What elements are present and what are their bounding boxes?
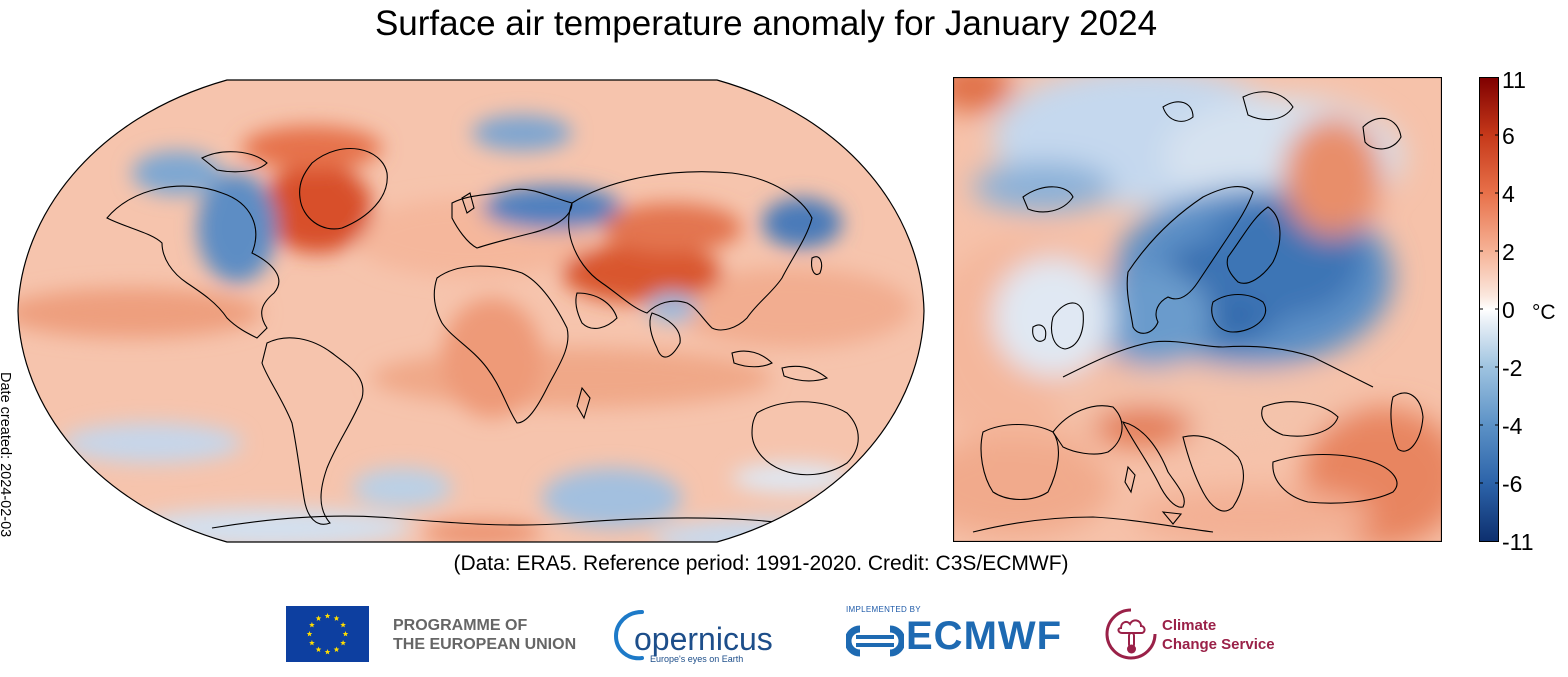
c3s-line-1: Climate xyxy=(1162,617,1217,634)
eu-star-icon xyxy=(309,640,315,646)
colorbar-unit: °C xyxy=(1532,301,1556,324)
copernicus-logo: opernicus xyxy=(613,610,772,661)
c3s-thermometer-logo xyxy=(1105,608,1157,660)
copernicus-wordmark: opernicus xyxy=(634,621,772,657)
colorbar-tick: 0 xyxy=(1502,297,1515,323)
eu-star-icon xyxy=(309,622,315,628)
ecmwf-symbol-logo xyxy=(846,625,904,657)
colorbar-tick: -11 xyxy=(1502,529,1534,555)
colorbar-tick: -2 xyxy=(1502,355,1523,381)
eu-star-icon xyxy=(333,615,340,621)
europe-map xyxy=(953,77,1442,542)
date-created: Date created: 2024-02-03 xyxy=(0,372,13,538)
eu-programme-label: PROGRAMME OF THE EUROPEAN UNION xyxy=(393,616,576,654)
implemented-by-label: IMPLEMENTED BY xyxy=(846,605,921,614)
copernicus-tagline: Europe's eyes on Earth xyxy=(650,654,744,664)
colorbar-tick: 6 xyxy=(1502,123,1515,149)
eu-star-icon xyxy=(324,613,331,619)
eu-star-icon xyxy=(315,646,322,653)
eu-star-icon xyxy=(340,622,346,628)
chart-title: Surface air temperature anomaly for Janu… xyxy=(374,4,1158,43)
c3s-line-2: Change Service xyxy=(1162,636,1275,653)
global-map xyxy=(17,79,925,543)
eu-star-icon xyxy=(306,631,313,637)
colorbar-tick: -6 xyxy=(1502,471,1523,497)
colorbar-tick: -4 xyxy=(1502,413,1523,439)
eu-star-icon xyxy=(324,649,331,655)
colorbar-tick: 4 xyxy=(1502,181,1515,207)
credit-line: (Data: ERA5. Reference period: 1991-2020… xyxy=(453,552,1069,575)
c3s-label: Climate Change Service xyxy=(1162,616,1275,654)
colorbar-tick: 2 xyxy=(1502,239,1515,265)
eu-star-icon xyxy=(340,640,346,646)
eu-star-icon xyxy=(333,646,340,653)
eu-line-2: THE EUROPEAN UNION xyxy=(393,636,577,653)
eu-star-icon xyxy=(342,631,349,637)
colorbar xyxy=(1479,77,1499,542)
eu-line-1: PROGRAMME OF xyxy=(393,617,528,634)
colorbar-tick: 11 xyxy=(1502,67,1526,93)
eu-flag-logo xyxy=(286,606,369,662)
eu-star-icon xyxy=(315,615,322,621)
ecmwf-wordmark: ECMWF xyxy=(906,614,1063,658)
